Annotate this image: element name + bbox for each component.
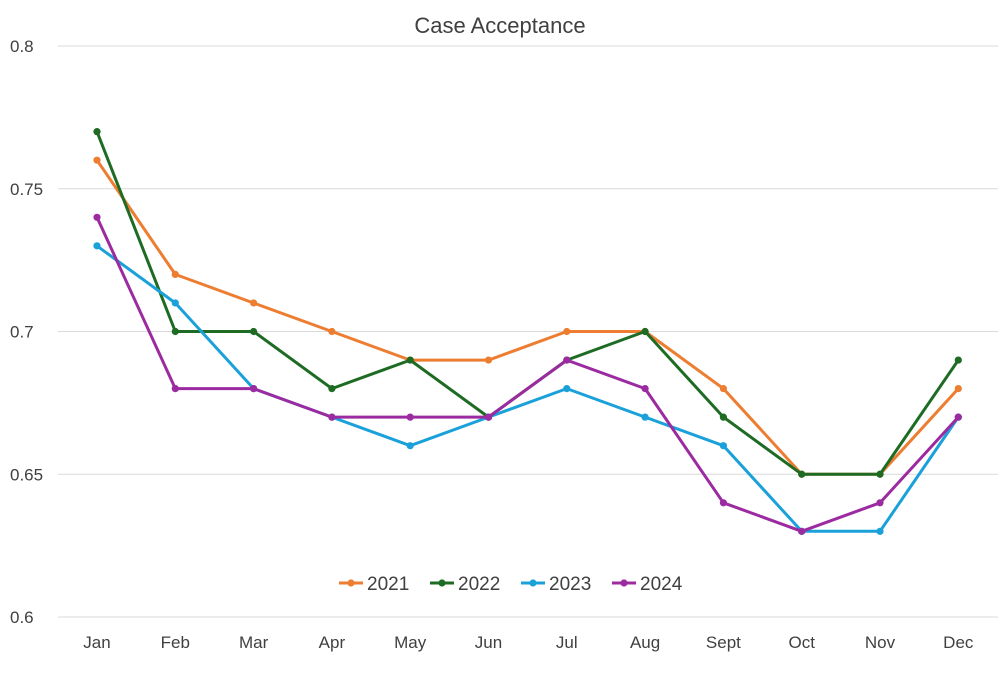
data-point-2021-dec bbox=[954, 385, 962, 393]
data-point-2024-nov bbox=[876, 499, 884, 507]
x-tick-label-apr: Apr bbox=[319, 633, 346, 652]
x-tick-label-feb: Feb bbox=[161, 633, 190, 652]
x-tick-label-jun: Jun bbox=[475, 633, 502, 652]
data-point-2022-oct bbox=[798, 470, 806, 478]
data-point-2024-mar bbox=[250, 385, 258, 393]
y-tick-label: 0.7 bbox=[10, 323, 34, 342]
data-point-2024-aug bbox=[641, 385, 649, 393]
data-point-2024-dec bbox=[954, 413, 962, 421]
data-point-2022-dec bbox=[954, 356, 962, 364]
legend-entry-2024: 2024 bbox=[612, 574, 683, 595]
legend-label: 2022 bbox=[458, 574, 500, 595]
series-2022 bbox=[93, 128, 962, 478]
data-point-2024-oct bbox=[798, 527, 806, 535]
series-line-2023 bbox=[95, 244, 960, 533]
y-tick-label: 0.75 bbox=[10, 180, 43, 199]
data-point-2023-sept bbox=[719, 442, 728, 450]
y-tick-label: 0.8 bbox=[10, 37, 34, 56]
data-point-2023-may bbox=[406, 442, 414, 450]
x-tick-label-aug: Aug bbox=[630, 633, 660, 652]
data-point-2021-sept bbox=[719, 385, 728, 393]
data-point-2024-may bbox=[406, 413, 414, 421]
data-point-2022-sept bbox=[719, 413, 728, 421]
series-line-2021 bbox=[95, 158, 960, 476]
x-tick-label-dec: Dec bbox=[943, 633, 974, 652]
series-line-2022 bbox=[95, 130, 960, 476]
x-tick-label-mar: Mar bbox=[239, 633, 269, 652]
legend-entry-2022: 2022 bbox=[430, 574, 500, 595]
series-line-2024 bbox=[95, 215, 960, 533]
y-axis-ticks: 0.6 0.65 0.7 0.75 0.8 bbox=[10, 37, 43, 627]
data-point-2022-nov bbox=[876, 470, 884, 478]
legend-swatch-marker bbox=[347, 579, 355, 587]
data-point-2021-apr bbox=[328, 327, 336, 336]
data-point-2024-jul bbox=[563, 356, 571, 364]
data-point-2021-jan bbox=[93, 156, 101, 164]
data-point-2022-jan bbox=[93, 128, 101, 136]
legend-swatch-marker bbox=[620, 579, 628, 587]
x-tick-label-nov: Nov bbox=[865, 633, 896, 652]
y-tick-label: 0.65 bbox=[10, 465, 43, 484]
legend-swatch-marker bbox=[438, 579, 446, 587]
data-point-2023-jul bbox=[563, 385, 571, 393]
data-point-2022-apr bbox=[328, 385, 336, 393]
data-point-2024-feb bbox=[171, 385, 179, 393]
data-point-2023-aug bbox=[641, 413, 649, 421]
x-tick-label-sept: Sept bbox=[706, 633, 741, 652]
series-2021 bbox=[93, 156, 962, 478]
legend: 2021 2022 2023 2024 bbox=[339, 574, 683, 595]
data-point-2024-jun bbox=[484, 413, 493, 421]
data-point-2024-sept bbox=[719, 499, 728, 507]
data-point-2022-mar bbox=[250, 327, 258, 336]
x-tick-label-oct: Oct bbox=[788, 633, 815, 652]
legend-entry-2023: 2023 bbox=[521, 574, 591, 595]
data-point-2021-mar bbox=[250, 299, 258, 307]
data-point-2024-apr bbox=[328, 413, 336, 421]
legend-label: 2021 bbox=[367, 574, 409, 595]
data-point-2022-feb bbox=[171, 327, 179, 336]
data-point-2023-nov bbox=[876, 527, 884, 535]
x-axis-ticks: Jan Feb Mar Apr May Jun Jul Aug Sept Oct Nov Dec bbox=[83, 633, 974, 652]
data-point-2024-jan bbox=[93, 213, 101, 221]
legend-entry-2021: 2021 bbox=[339, 574, 409, 595]
x-tick-label-jan: Jan bbox=[83, 633, 110, 652]
data-point-2021-jul bbox=[563, 327, 571, 336]
chart-title: Case Acceptance bbox=[414, 13, 585, 38]
x-tick-label-may: May bbox=[394, 633, 427, 652]
legend-label: 2023 bbox=[549, 574, 591, 595]
data-point-2022-aug bbox=[641, 327, 649, 336]
data-point-2023-jan bbox=[93, 242, 101, 250]
data-point-2023-feb bbox=[171, 299, 179, 307]
legend-label: 2024 bbox=[640, 574, 683, 595]
series-lines bbox=[93, 128, 962, 535]
data-point-2021-jun bbox=[484, 356, 493, 364]
legend-swatch-marker bbox=[529, 579, 537, 587]
data-point-2021-feb bbox=[171, 270, 179, 278]
x-tick-label-jul: Jul bbox=[556, 633, 578, 652]
series-2024 bbox=[93, 213, 962, 535]
data-point-2022-may bbox=[406, 356, 414, 364]
y-tick-label: 0.6 bbox=[10, 608, 34, 627]
